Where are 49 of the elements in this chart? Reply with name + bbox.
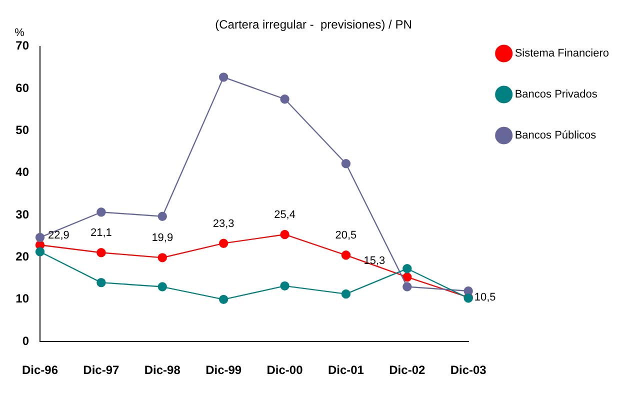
point (280, 94, 290, 104)
data-label: 20,5 (335, 230, 357, 242)
y-axis-title: % (14, 26, 25, 39)
y-tick-label: 0 (22, 334, 30, 348)
x-tick-label: Dic-97 (83, 363, 120, 378)
point (96, 278, 106, 288)
point (35, 232, 45, 242)
x-tick-label: Dic-00 (266, 363, 304, 378)
point (218, 72, 228, 82)
y-tick-label: 50 (16, 123, 30, 138)
data-label: 25,4 (274, 209, 296, 222)
point (280, 230, 290, 240)
point (402, 282, 412, 292)
x-tick-label: Dic-98 (144, 363, 181, 378)
point (158, 253, 167, 262)
data-label: 19,9 (152, 232, 174, 244)
data-label: 23,3 (212, 218, 234, 230)
point (218, 238, 228, 248)
point (35, 247, 45, 256)
point (402, 272, 412, 282)
legend-label: Sistema Financiero (514, 48, 610, 60)
data-label: 21,1 (90, 227, 112, 240)
point (341, 289, 351, 299)
data-label: 15,3 (364, 255, 386, 268)
chart-title: (Cartera irregular - previsiones) / PN (215, 18, 412, 32)
y-tick-label: 10 (16, 292, 30, 306)
point (280, 281, 290, 291)
x-tick-label: Dic-03 (450, 363, 487, 378)
point (158, 212, 167, 221)
y-tick-label: 40 (16, 165, 30, 180)
point (218, 294, 228, 304)
data-label: 10,5 (474, 291, 496, 304)
legend-label: Bancos Públicos (514, 130, 597, 142)
point (402, 264, 412, 274)
y-tick-label: 70 (16, 38, 30, 53)
point (341, 250, 351, 260)
x-tick-label: Dic-96 (22, 363, 58, 378)
point (158, 282, 167, 292)
x-tick-label: Dic-02 (389, 363, 426, 378)
legend-label: Bancos Privados (514, 88, 598, 101)
y-tick-label: 20 (16, 250, 30, 264)
x-tick-label: Dic-01 (328, 363, 364, 378)
x-tick-label: Dic-99 (206, 363, 242, 378)
point (96, 248, 106, 258)
data-label: 22,9 (48, 230, 70, 242)
y-tick-label: 60 (16, 80, 30, 95)
point (96, 208, 106, 217)
y-tick-label: 30 (16, 207, 30, 222)
point (341, 159, 351, 168)
